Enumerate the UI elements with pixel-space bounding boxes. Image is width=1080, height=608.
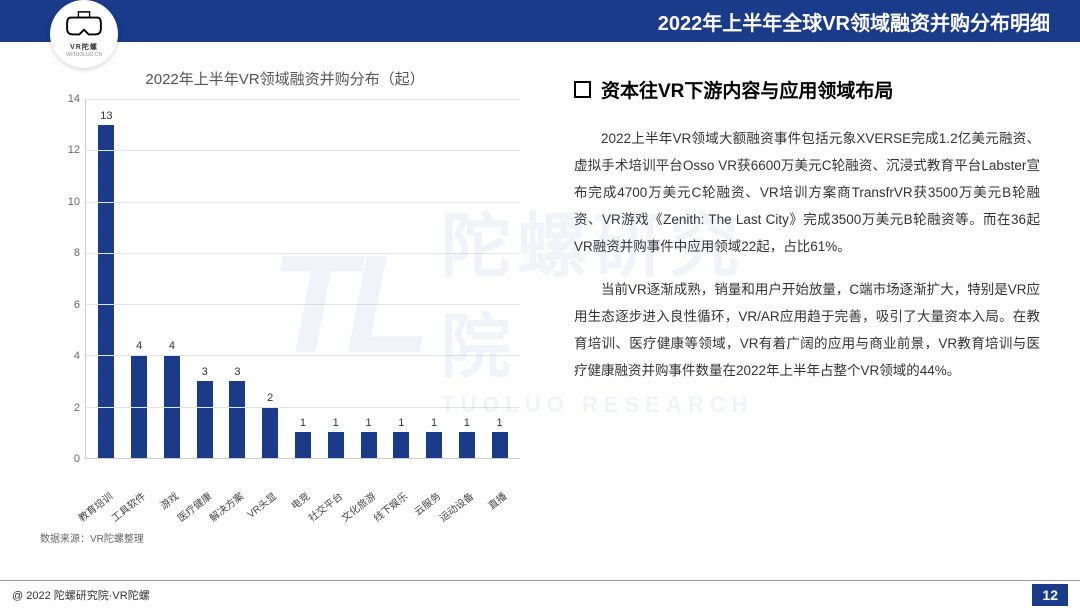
y-tick: 10 [68,196,80,208]
y-tick: 0 [74,453,80,465]
page-title: 2022年上半年全球VR领域融资并购分布明细 [658,7,1050,36]
bar-value-label: 1 [398,417,404,429]
bar-value-label: 4 [169,340,175,352]
bar-chart: 02468101214 13教育培训4工具软件4游戏3医疗健康3解决方案2VR头… [60,99,530,504]
page-number: 12 [1032,584,1068,606]
chart-title: 2022年上半年VR领域融资并购分布（起） [40,68,530,89]
bar-value-label: 13 [100,110,112,122]
bar-item: 13教育培训 [90,99,123,458]
vr-goggle-icon [65,10,103,40]
bar-item: 1电竞 [287,99,320,458]
bar-value-label: 1 [365,417,371,429]
bar-item: 1文化旅游 [352,99,385,458]
bar [262,407,278,458]
paragraph-1: 2022上半年VR领域大额融资事件包括元象XVERSE完成1.2亿美元融资、虚拟… [574,125,1040,260]
x-tick-label: 文化旅游 [337,488,378,524]
bar-value-label: 3 [202,366,208,378]
x-tick-label: VR头显 [244,488,280,521]
bar-item: 1直播 [483,99,516,458]
x-tick-label: 社交平台 [304,488,345,524]
grid-line [86,150,520,151]
y-tick: 2 [74,402,80,414]
paragraph-2: 当前VR逐渐成熟，销量和用户开始放量，C端市场逐渐扩大，特别是VR应用生态逐步进… [574,276,1040,384]
bar [229,381,245,458]
copyright: @ 2022 陀螺研究院·VR陀螺 [12,587,150,603]
bar-item: 1线下娱乐 [385,99,418,458]
y-axis: 02468101214 [60,99,85,459]
bar-item: 1云服务 [418,99,451,458]
data-source: 数据来源：VR陀螺整理 [40,530,144,545]
bar-item: 1运动设备 [450,99,483,458]
bar-value-label: 3 [234,366,240,378]
bar-value-label: 1 [497,417,503,429]
grid-line [86,407,520,408]
bar-value-label: 1 [431,417,437,429]
bar [426,432,442,458]
grid-line [86,304,520,305]
y-tick: 12 [68,144,80,156]
bar-value-label: 2 [267,392,273,404]
bar-item: 2VR头显 [254,99,287,458]
bar [361,432,377,458]
y-tick: 6 [74,299,80,311]
bar-value-label: 4 [136,340,142,352]
section-heading-text: 资本往VR下游内容与应用领域布局 [601,76,893,103]
bar-value-label: 1 [333,417,339,429]
bar-item: 4工具软件 [123,99,156,458]
bar [328,432,344,458]
bar-value-label: 1 [300,417,306,429]
logo-subtext: VRTUOLUO.CN [66,52,102,58]
grid-line [86,355,520,356]
bar [295,432,311,458]
bar-item: 4游戏 [156,99,189,458]
bar [393,432,409,458]
x-tick-label: 线下娱乐 [370,488,411,524]
bar-value-label: 1 [464,417,470,429]
x-tick-label: 解决方案 [206,488,247,524]
logo-text: VR陀螺 [70,42,98,52]
bars-container: 13教育培训4工具软件4游戏3医疗健康3解决方案2VR头显1电竞1社交平台1文化… [86,99,520,458]
bar [98,125,114,458]
text-panel: 资本往VR下游内容与应用领域布局 2022上半年VR领域大额融资事件包括元象XV… [530,60,1040,548]
grid-line [86,99,520,100]
y-tick: 4 [74,350,80,362]
bar [197,381,213,458]
x-tick-label: 教育培训 [75,488,116,524]
x-tick-label: 直播 [484,488,509,512]
bar-item: 3解决方案 [221,99,254,458]
x-tick-label: 运动设备 [435,488,476,524]
grid-line [86,253,520,254]
brand-logo: VR陀螺 VRTUOLUO.CN [50,0,118,68]
footer: @ 2022 陀螺研究院·VR陀螺 12 [0,580,1080,608]
y-tick: 8 [74,247,80,259]
grid-line [86,202,520,203]
header-bar: 2022年上半年全球VR领域融资并购分布明细 [0,0,1080,42]
bar [459,432,475,458]
bar [492,432,508,458]
chart-panel: 2022年上半年VR领域融资并购分布（起） 02468101214 13教育培训… [40,60,530,548]
bar-item: 1社交平台 [319,99,352,458]
x-tick-label: 医疗健康 [173,488,214,524]
bar-item: 3医疗健康 [188,99,221,458]
x-tick-label: 工具软件 [108,488,149,524]
plot-area: 13教育培训4工具软件4游戏3医疗健康3解决方案2VR头显1电竞1社交平台1文化… [85,99,520,459]
y-tick: 14 [68,93,80,105]
section-heading: 资本往VR下游内容与应用领域布局 [574,76,1040,103]
content-area: 2022年上半年VR领域融资并购分布（起） 02468101214 13教育培训… [40,60,1040,548]
